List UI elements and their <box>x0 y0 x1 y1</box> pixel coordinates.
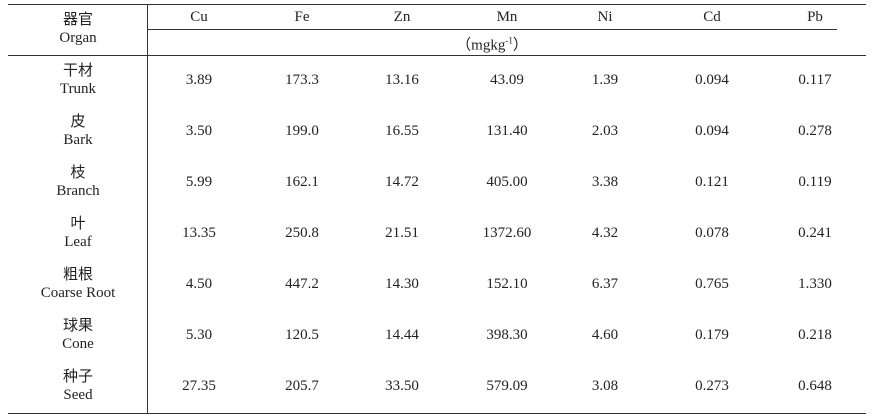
rule-vertical <box>147 4 148 413</box>
value-cell: 120.5 <box>285 327 319 343</box>
value-cell: 447.2 <box>285 276 319 292</box>
organ-zh: 枝 <box>70 165 86 181</box>
value-cell: 16.55 <box>385 123 419 139</box>
organ-cell: 粗根 Coarse Root <box>41 266 116 302</box>
value-cell: 0.117 <box>798 72 832 88</box>
value-cell: 1.330 <box>798 276 832 292</box>
organ-cell: 干材 Trunk <box>60 62 96 98</box>
value-cell: 205.7 <box>285 378 319 394</box>
value-cell: 21.51 <box>385 225 419 241</box>
value-cell: 405.00 <box>486 174 528 190</box>
unit-suffix: ） <box>512 37 528 54</box>
organ-zh: 种子 <box>62 369 94 385</box>
value-cell: 0.765 <box>695 276 729 292</box>
organ-zh: 皮 <box>70 114 86 130</box>
rule-header-bottom <box>8 55 866 56</box>
value-cell: 0.094 <box>695 123 729 139</box>
value-cell: 152.10 <box>486 276 528 292</box>
value-cell: 5.30 <box>185 327 213 343</box>
column-header: Pb <box>807 9 823 25</box>
value-cell: 173.3 <box>285 72 319 88</box>
rule-top <box>8 4 866 5</box>
unit-prefix: （mgkg <box>456 37 506 54</box>
value-cell: 0.273 <box>695 378 729 394</box>
organ-header-zh: 器官 <box>62 12 93 28</box>
value-cell: 0.094 <box>695 72 729 88</box>
organ-en: Seed <box>63 387 93 403</box>
value-cell: 13.35 <box>182 225 216 241</box>
organ-cell: 球果 Cone <box>62 317 94 353</box>
organ-en: Bark <box>63 132 93 148</box>
organ-en: Leaf <box>64 234 92 250</box>
value-cell: 0.648 <box>798 378 832 394</box>
column-header: Zn <box>393 9 411 25</box>
value-cell: 27.35 <box>182 378 216 394</box>
value-cell: 14.44 <box>385 327 419 343</box>
organ-zh: 球果 <box>62 318 94 334</box>
organ-cell: 叶 Leaf <box>64 215 91 251</box>
organ-en: Cone <box>62 336 94 352</box>
value-cell: 13.16 <box>385 72 419 88</box>
value-cell: 1.39 <box>591 72 619 88</box>
value-cell: 3.50 <box>185 123 213 139</box>
column-header: Ni <box>597 9 613 25</box>
value-cell: 0.218 <box>798 327 832 343</box>
rule-bottom <box>8 413 866 414</box>
organ-en: Coarse Root <box>40 285 116 301</box>
value-cell: 0.121 <box>695 174 729 190</box>
unit: （mgkg-1） <box>456 32 528 55</box>
value-cell: 4.32 <box>591 225 619 241</box>
value-cell: 579.09 <box>486 378 528 394</box>
value-cell: 0.078 <box>695 225 729 241</box>
value-cell: 0.241 <box>798 225 832 241</box>
organ-zh: 叶 <box>70 216 86 232</box>
value-cell: 43.09 <box>490 72 524 88</box>
organ-en: Branch <box>56 183 100 199</box>
value-cell: 33.50 <box>385 378 419 394</box>
organ-header: 器官 Organ <box>59 11 96 47</box>
value-cell: 4.50 <box>185 276 213 292</box>
organ-cell: 种子 Seed <box>63 368 93 404</box>
value-cell: 6.37 <box>591 276 619 292</box>
value-cell: 14.72 <box>385 174 419 190</box>
rule-header <box>147 29 837 30</box>
value-cell: 4.60 <box>591 327 619 343</box>
organ-zh: 干材 <box>62 63 94 79</box>
value-cell: 5.99 <box>185 174 213 190</box>
value-cell: 0.119 <box>798 174 832 190</box>
value-cell: 2.03 <box>591 123 619 139</box>
value-cell: 0.179 <box>695 327 729 343</box>
value-cell: 3.89 <box>185 72 213 88</box>
unit-exponent: -1 <box>505 35 513 46</box>
value-cell: 131.40 <box>486 123 528 139</box>
column-header: Cd <box>703 9 721 25</box>
value-cell: 250.8 <box>285 225 319 241</box>
organ-en: Trunk <box>59 81 97 97</box>
column-header: Fe <box>294 9 310 25</box>
column-header: Mn <box>496 9 518 25</box>
value-cell: 1372.60 <box>482 225 532 241</box>
organ-header-en: Organ <box>59 30 97 46</box>
value-cell: 398.30 <box>486 327 528 343</box>
value-cell: 199.0 <box>285 123 319 139</box>
value-cell: 3.38 <box>591 174 619 190</box>
value-cell: 3.08 <box>591 378 619 394</box>
value-cell: 0.278 <box>798 123 832 139</box>
value-cell: 162.1 <box>285 174 319 190</box>
column-header: Cu <box>190 9 208 25</box>
organ-zh: 粗根 <box>62 267 94 283</box>
value-cell: 14.30 <box>385 276 419 292</box>
organ-cell: 枝 Branch <box>56 164 99 200</box>
organ-cell: 皮 Bark <box>63 113 92 149</box>
